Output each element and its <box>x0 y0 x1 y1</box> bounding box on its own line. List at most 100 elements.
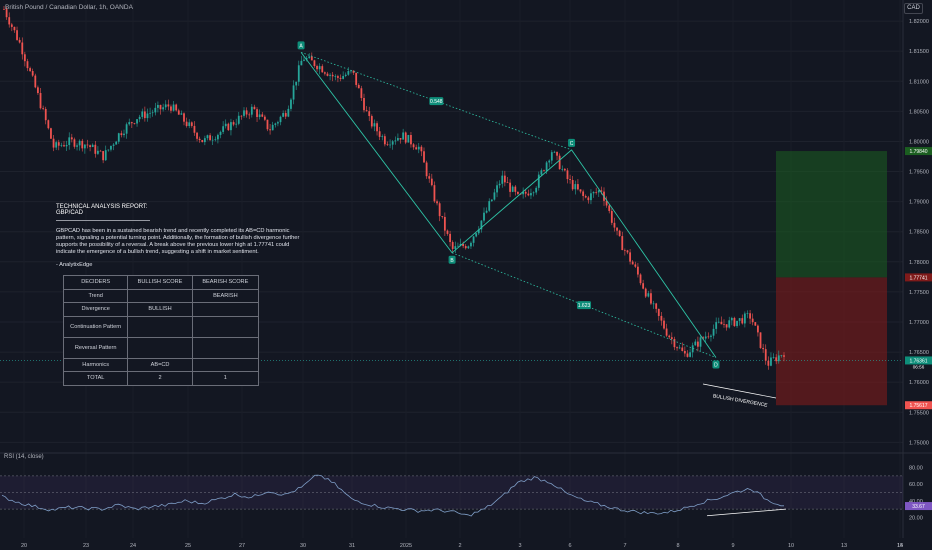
table-cell <box>127 315 193 338</box>
price-tick-label: 1.81500 <box>909 49 929 55</box>
candle-body <box>68 137 71 146</box>
candle-body <box>94 144 97 154</box>
candle-body <box>10 24 13 27</box>
candle-body <box>498 183 501 186</box>
time-tick-label: 3 <box>518 543 521 549</box>
candle-body <box>110 145 112 150</box>
table-header-cell: DECIDERS <box>62 275 129 290</box>
candle-body <box>410 135 412 145</box>
candle-body <box>378 131 381 137</box>
candle-body <box>170 106 172 111</box>
candle-body <box>141 111 144 117</box>
position-zones <box>0 151 903 406</box>
candle-body <box>436 201 438 204</box>
candle-body <box>290 99 292 109</box>
candle-body <box>357 84 360 89</box>
candle-body <box>97 150 99 154</box>
table-row: Reversal Pattern <box>62 336 260 359</box>
candle-body <box>548 160 551 163</box>
candle-body <box>269 129 271 131</box>
candle-body <box>60 145 63 146</box>
candle-body <box>120 133 123 136</box>
candle-body <box>157 104 159 108</box>
table-row: Harmonics AB=CD <box>62 357 260 372</box>
candle-body <box>370 116 373 127</box>
candle-body <box>741 318 744 324</box>
rsi-tick-label: 40.00 <box>909 499 923 505</box>
candle-body <box>689 352 691 357</box>
price-label: 1.77741 <box>909 275 927 281</box>
currency-button[interactable]: CAD <box>904 3 923 14</box>
ratio-badge <box>577 301 592 310</box>
candle-body <box>592 192 595 194</box>
price-tick-label: 1.78000 <box>909 260 929 266</box>
candle-body <box>764 349 767 361</box>
time-tick-label: 25 <box>185 543 191 549</box>
candle-body <box>175 104 178 111</box>
candle-body <box>149 112 151 114</box>
price-tick-label: 1.80500 <box>909 109 929 115</box>
candle-body <box>123 133 125 136</box>
candle-body <box>558 155 561 170</box>
candle-body <box>783 355 785 357</box>
candle-body <box>428 176 431 179</box>
candle-body <box>282 113 285 117</box>
ratio-badge <box>429 97 444 106</box>
candle-body <box>258 114 261 118</box>
candle-body <box>363 98 365 111</box>
time-tick-label: 20 <box>21 543 27 549</box>
candle-body <box>490 199 493 202</box>
price-label: 1.76361 <box>909 358 927 364</box>
rsi-divergence-line <box>706 508 787 517</box>
divergence-label: BULLISH DIVERGENCE <box>712 393 768 409</box>
candle-body <box>637 266 639 275</box>
candle-body <box>256 109 258 118</box>
time-tick-label: 2025 <box>400 543 412 549</box>
price-tick-label: 1.77000 <box>909 320 929 326</box>
candle-body <box>454 246 457 249</box>
candle-body <box>34 75 37 88</box>
candle-body <box>663 320 665 329</box>
candle-body <box>477 229 480 234</box>
table-row: TOTAL 2 1 <box>62 371 260 386</box>
rsi-band <box>0 475 903 510</box>
candle-body <box>164 104 167 108</box>
pattern-point-label: A <box>299 43 303 49</box>
candle-body <box>376 123 378 132</box>
candle-body <box>707 336 710 338</box>
price-label-badge <box>905 273 932 282</box>
candle-body <box>446 230 449 234</box>
candle-body <box>673 338 676 348</box>
price-tick-label: 1.79000 <box>909 200 929 206</box>
table-cell <box>191 357 260 372</box>
price-axis[interactable]: 1.82000 1.81500 1.81000 1.80500 1.80000 1.795… <box>902 0 932 538</box>
candle-body <box>767 360 770 366</box>
candle-body <box>188 122 191 127</box>
candle-body <box>99 150 102 152</box>
candle-body <box>699 337 702 347</box>
candle-body <box>762 347 765 350</box>
price-tick-label: 1.79500 <box>909 170 929 176</box>
candle-body <box>657 308 660 316</box>
candle-body <box>412 144 415 148</box>
candle-body <box>373 123 376 127</box>
candle-body <box>37 87 39 94</box>
table-cell <box>127 288 193 303</box>
candle-body <box>569 179 571 181</box>
candle-body <box>219 131 222 135</box>
candle-body <box>686 353 689 357</box>
candle-body <box>631 261 634 265</box>
time-tick-label: 30 <box>300 543 306 549</box>
candle-body <box>681 347 684 351</box>
target-zone <box>776 151 887 278</box>
candle-body <box>206 135 209 139</box>
price-label-badge <box>905 356 932 365</box>
candle-body <box>18 39 21 43</box>
pattern-leg <box>571 149 717 358</box>
candle-body <box>644 288 647 297</box>
candle-body <box>57 142 60 146</box>
candle-body <box>344 74 347 77</box>
candle-body <box>723 324 725 325</box>
candle-body <box>595 192 598 193</box>
